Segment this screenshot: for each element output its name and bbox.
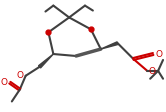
Polygon shape — [39, 55, 53, 68]
Polygon shape — [101, 42, 118, 50]
Text: O: O — [1, 78, 8, 86]
Text: O: O — [155, 49, 162, 58]
Text: O: O — [148, 67, 155, 76]
Text: O: O — [17, 71, 24, 80]
